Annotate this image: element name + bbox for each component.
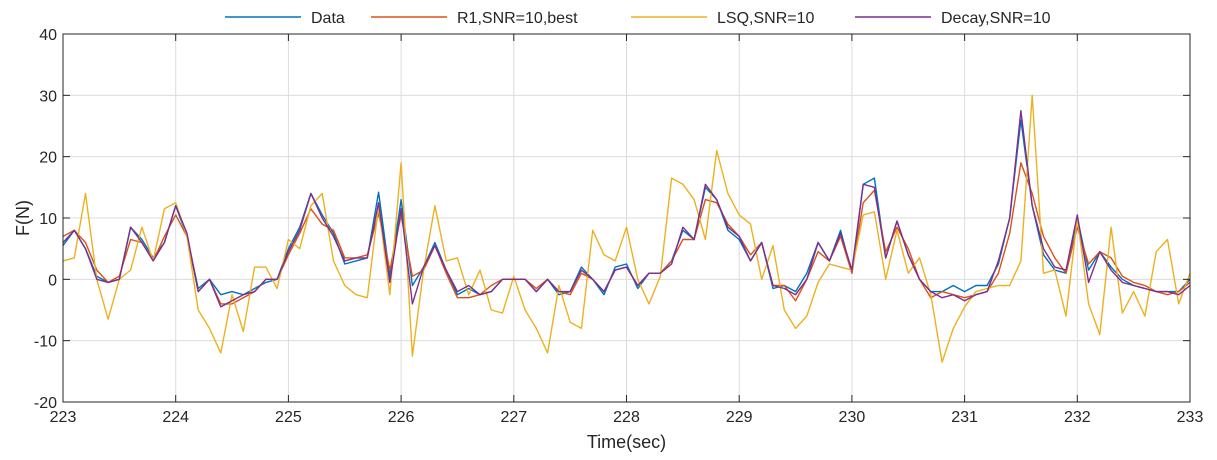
legend: Data R1,SNR=10,best LSQ,SNR=10 Decay,SNR=10 [225, 10, 1051, 27]
y-tick-label: -10 [34, 334, 57, 351]
x-tick-label: 227 [500, 409, 527, 426]
x-tick-label: 232 [1064, 409, 1091, 426]
x-tick-label: 226 [388, 409, 415, 426]
y-tick-label: 40 [39, 27, 57, 44]
grid-lines [63, 34, 1190, 402]
axis-ticks: 223 224 225 226 227 228 229 230 231 232 233 -20 -10 0… [34, 27, 1204, 426]
x-tick-label: 225 [275, 409, 302, 426]
x-tick-label: 229 [726, 409, 753, 426]
legend-entry-label: LSQ,SNR=10 [717, 10, 814, 27]
x-tick-label: 223 [50, 409, 77, 426]
y-tick-label: 10 [39, 211, 57, 228]
y-tick-label: 0 [48, 272, 57, 289]
series-line-decay-snr-10 [63, 109, 1190, 308]
y-tick-label: 30 [39, 88, 57, 105]
x-tick-label: 228 [613, 409, 640, 426]
x-tick-label: 233 [1177, 409, 1204, 426]
y-tick-label: -20 [34, 395, 57, 412]
series-lines [63, 94, 1190, 363]
legend-entry-label: R1,SNR=10,best [457, 10, 578, 27]
series-line-lsq-snr-10 [63, 94, 1190, 363]
x-tick-label: 224 [162, 409, 189, 426]
legend-entry-label: Data [311, 10, 345, 27]
x-axis-label: Time(sec) [587, 432, 666, 452]
y-axis-label: F(N) [13, 200, 33, 236]
x-tick-label: 230 [839, 409, 866, 426]
x-tick-label: 231 [951, 409, 978, 426]
y-tick-label: 20 [39, 150, 57, 167]
legend-entry-label: Decay,SNR=10 [941, 10, 1051, 27]
